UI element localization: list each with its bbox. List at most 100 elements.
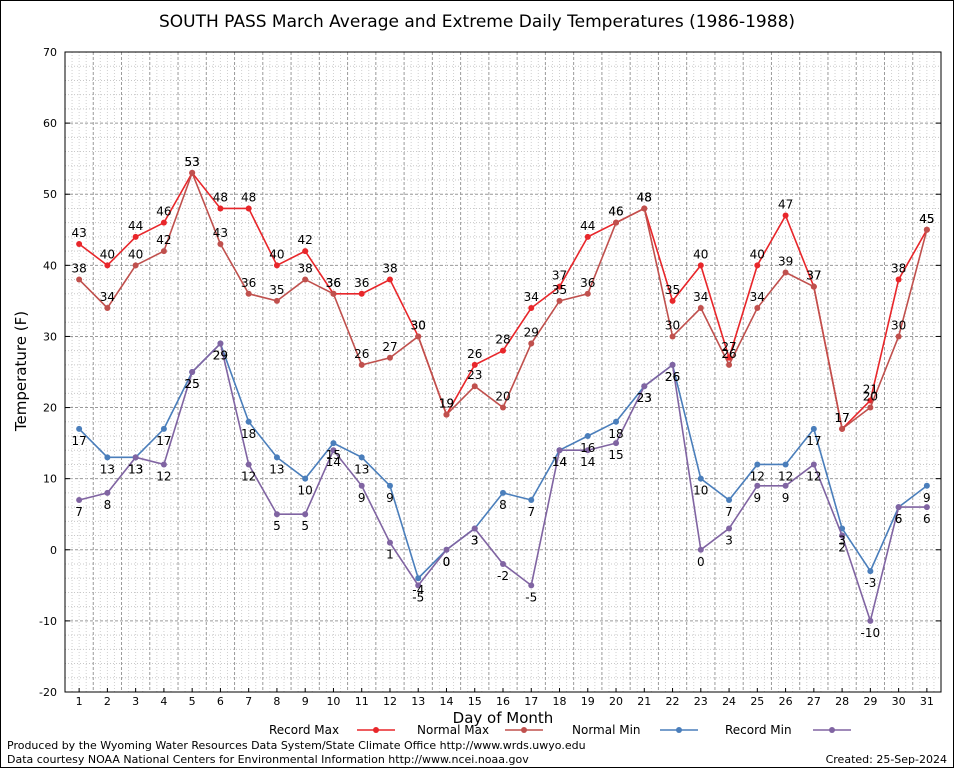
x-tick-label: 8 bbox=[273, 695, 280, 708]
data-point-record-max bbox=[895, 276, 902, 283]
data-point-record-max bbox=[358, 290, 365, 297]
data-label-normal-max: 30 bbox=[411, 318, 426, 332]
x-tick-label: 14 bbox=[439, 695, 453, 708]
data-label-record-max: 48 bbox=[213, 190, 228, 204]
data-point-normal-max bbox=[867, 404, 874, 411]
data-label-normal-max: 20 bbox=[863, 390, 878, 404]
data-label-record-min: 3 bbox=[725, 533, 733, 547]
y-tick-label: 60 bbox=[43, 117, 57, 130]
series-record-min bbox=[76, 340, 930, 624]
data-point-record-max bbox=[132, 233, 139, 240]
data-label-record-max: 19 bbox=[439, 397, 454, 411]
data-point-normal-max bbox=[726, 361, 733, 368]
data-label-record-max: 40 bbox=[750, 247, 765, 261]
data-label-record-min: 9 bbox=[358, 491, 366, 505]
data-point-record-min bbox=[217, 340, 224, 347]
data-point-normal-max bbox=[754, 305, 761, 311]
data-point-record-min bbox=[160, 461, 167, 468]
data-label-normal-min: 13 bbox=[128, 462, 143, 476]
y-tick-label: 50 bbox=[43, 188, 57, 201]
data-point-record-min bbox=[782, 482, 789, 489]
data-point-normal-min bbox=[330, 440, 337, 447]
data-point-normal-min bbox=[697, 475, 704, 482]
data-point-normal-min bbox=[104, 454, 111, 461]
data-label-normal-min: 9 bbox=[386, 491, 394, 505]
data-label-normal-max: 40 bbox=[128, 247, 143, 261]
data-label-normal-min: 17 bbox=[806, 434, 821, 448]
data-label-record-max: 48 bbox=[241, 190, 256, 204]
data-point-record-max bbox=[528, 305, 535, 311]
data-label-normal-max: 46 bbox=[608, 205, 623, 219]
x-axis-title: Day of Month bbox=[453, 709, 554, 727]
data-point-record-max bbox=[245, 205, 252, 212]
data-label-record-max: 35 bbox=[665, 283, 680, 297]
x-tick-label: 9 bbox=[302, 695, 309, 708]
data-label-normal-max: 38 bbox=[298, 262, 313, 276]
data-label-normal-min: 16 bbox=[580, 441, 595, 455]
grid-layer bbox=[65, 52, 941, 692]
x-tick-label: 18 bbox=[553, 695, 567, 708]
data-label-record-max: 37 bbox=[552, 269, 567, 283]
data-point-record-min bbox=[697, 546, 704, 553]
data-point-normal-min bbox=[726, 497, 733, 503]
x-tick-label: 13 bbox=[411, 695, 425, 708]
data-label-record-min: 5 bbox=[301, 519, 309, 533]
data-label-normal-min: 7 bbox=[527, 505, 535, 519]
data-point-normal-max bbox=[613, 219, 620, 226]
data-label-record-min: 26 bbox=[665, 370, 680, 384]
x-tick-label: 17 bbox=[524, 695, 538, 708]
data-point-normal-max bbox=[189, 169, 196, 176]
data-point-record-min bbox=[810, 461, 817, 468]
y-tick-label: 70 bbox=[43, 46, 57, 59]
legend-marker-record-min bbox=[829, 727, 835, 733]
data-point-normal-max bbox=[132, 262, 139, 269]
y-tick-label: 40 bbox=[43, 259, 57, 272]
x-tick-label: 2 bbox=[104, 695, 111, 708]
data-label-normal-max: 17 bbox=[834, 411, 849, 425]
data-point-normal-max bbox=[923, 226, 930, 233]
data-label-normal-min: 18 bbox=[241, 427, 256, 441]
data-label-normal-max: 35 bbox=[552, 283, 567, 297]
y-tick-label: 10 bbox=[43, 473, 57, 486]
data-point-normal-max bbox=[245, 290, 252, 297]
data-point-normal-max bbox=[556, 297, 563, 304]
data-point-normal-max bbox=[443, 411, 450, 418]
data-point-record-max bbox=[104, 262, 111, 269]
y-tick-label: 30 bbox=[43, 330, 57, 343]
data-label-record-min: -2 bbox=[497, 569, 509, 583]
data-label-normal-min: -4 bbox=[412, 583, 424, 597]
data-point-record-max bbox=[556, 283, 563, 290]
x-tick-label: 26 bbox=[779, 695, 793, 708]
data-label-record-min: 8 bbox=[104, 498, 112, 512]
data-label-record-min: 0 bbox=[443, 555, 451, 569]
data-label-normal-max: 36 bbox=[241, 276, 256, 290]
data-label-record-min: 14 bbox=[552, 455, 567, 469]
data-point-record-min bbox=[839, 532, 846, 539]
data-label-record-max: 38 bbox=[382, 262, 397, 276]
data-label-normal-max: 30 bbox=[891, 318, 906, 332]
data-label-record-min: 25 bbox=[185, 377, 200, 391]
data-label-record-min: 2 bbox=[838, 541, 846, 555]
data-label-normal-min: 13 bbox=[354, 462, 369, 476]
x-tick-label: 21 bbox=[637, 695, 651, 708]
data-point-record-max bbox=[584, 233, 591, 240]
data-label-normal-min: 23 bbox=[637, 391, 652, 405]
data-point-normal-max bbox=[697, 305, 704, 311]
data-label-record-max: 42 bbox=[298, 233, 313, 247]
chart-title: SOUTH PASS March Average and Extreme Dai… bbox=[159, 12, 795, 32]
data-label-record-max: 40 bbox=[100, 247, 115, 261]
x-tick-label: 12 bbox=[383, 695, 397, 708]
data-point-normal-min bbox=[160, 425, 167, 432]
data-point-record-min bbox=[330, 447, 337, 454]
data-point-record-min bbox=[415, 582, 422, 589]
x-tick-label: 16 bbox=[496, 695, 510, 708]
data-point-record-min bbox=[189, 369, 196, 375]
data-point-record-max bbox=[160, 219, 167, 226]
data-point-record-max bbox=[726, 354, 733, 361]
data-point-normal-min bbox=[810, 425, 817, 432]
data-label-record-min: 6 bbox=[895, 512, 903, 526]
data-point-record-max bbox=[697, 262, 704, 269]
